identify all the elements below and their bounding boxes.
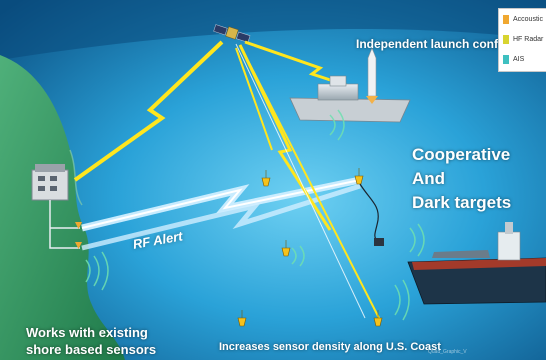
buoys	[237, 168, 383, 327]
coastline	[0, 55, 125, 360]
legend: Accoustic HF Radar AIS	[498, 8, 546, 72]
shore-line-1: Works with existing	[26, 325, 148, 340]
satellite	[213, 24, 251, 43]
cargo-ship	[407, 222, 546, 305]
legend-item-hf-radar: HF Radar	[499, 29, 546, 49]
acoustic-arcs	[85, 109, 425, 321]
legend-item-ais: AIS	[499, 49, 546, 69]
legend-item-accoustic: Accoustic	[499, 9, 546, 29]
shore-sensors-label: Works with existing shore based sensors	[26, 324, 156, 358]
watermark: Quad_Graphic_V	[428, 349, 467, 355]
hf-radar-swatch-icon	[503, 34, 509, 44]
launch-ship	[289, 47, 411, 123]
shore-line-2: shore based sensors	[26, 342, 157, 357]
ais-swatch-icon	[503, 54, 509, 64]
shore-station	[31, 164, 69, 201]
accoustic-swatch-icon	[503, 14, 509, 24]
cooperative-targets-label: Cooperative And Dark targets	[412, 143, 511, 215]
sensor-density-label: Increases sensor density along U.S. Coas…	[219, 341, 441, 353]
cooperative-line-3: Dark targets	[412, 193, 512, 212]
cooperative-line-2: And	[412, 169, 446, 188]
cooperative-line-1: Cooperative	[412, 145, 511, 164]
